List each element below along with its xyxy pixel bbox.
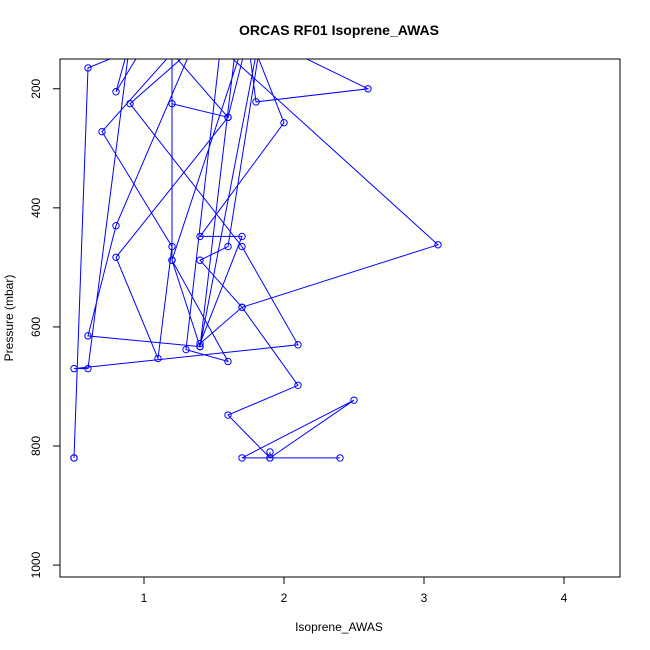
data-point [182, 345, 190, 354]
data-point [70, 454, 78, 462]
y-axis-label: Pressure (mbar) [2, 275, 16, 362]
y-tick-label: 600 [29, 317, 43, 337]
x-axis: 1 2 3 4 [141, 576, 568, 605]
chart-title: ORCAS RF01 Isoprene_AWAS [239, 22, 439, 38]
data-point [196, 339, 204, 348]
data-point [154, 354, 162, 363]
data-point [238, 454, 246, 462]
data-point [364, 85, 372, 93]
data-point [252, 98, 260, 106]
y-tick-label: 200 [29, 78, 43, 98]
data-point [280, 119, 288, 127]
series-line [73, 59, 439, 459]
data-point [434, 241, 442, 249]
y-tick-label: 800 [29, 436, 43, 456]
series-layer [70, 59, 442, 462]
data-point [70, 364, 78, 373]
data-point [238, 242, 246, 251]
data-point [196, 342, 204, 351]
data-point [196, 256, 204, 264]
data-point [84, 332, 92, 340]
data-point [168, 99, 176, 108]
x-tick-label: 2 [281, 591, 288, 605]
data-point [168, 242, 176, 251]
data-point [98, 127, 106, 136]
data-point [350, 396, 358, 404]
data-point [336, 454, 344, 462]
data-point [224, 242, 232, 251]
x-tick-label: 1 [141, 591, 148, 605]
x-tick-label: 3 [421, 591, 428, 605]
data-point [294, 381, 302, 389]
data-point [294, 341, 302, 349]
x-tick-label: 4 [561, 591, 568, 605]
data-point [224, 113, 232, 122]
data-point [224, 357, 232, 366]
y-tick-label: 400 [29, 198, 43, 218]
data-point [196, 232, 204, 241]
data-point [126, 99, 134, 108]
y-axis: 200 400 600 800 1000 [29, 78, 61, 578]
data-point [112, 88, 120, 96]
data-point [238, 232, 246, 241]
data-point [112, 253, 120, 261]
data-point [112, 222, 120, 230]
data-point [224, 411, 232, 419]
data-point [84, 64, 92, 72]
data-point [168, 256, 176, 264]
data-point [238, 303, 246, 311]
x-axis-label: Isoprene_AWAS [295, 620, 383, 634]
data-point [84, 364, 92, 373]
data-point [266, 448, 274, 456]
y-tick-label: 1000 [29, 551, 43, 578]
